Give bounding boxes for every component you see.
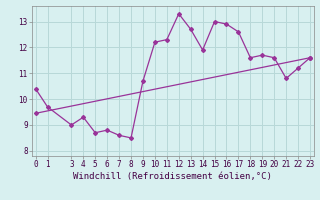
X-axis label: Windchill (Refroidissement éolien,°C): Windchill (Refroidissement éolien,°C) — [73, 172, 272, 181]
